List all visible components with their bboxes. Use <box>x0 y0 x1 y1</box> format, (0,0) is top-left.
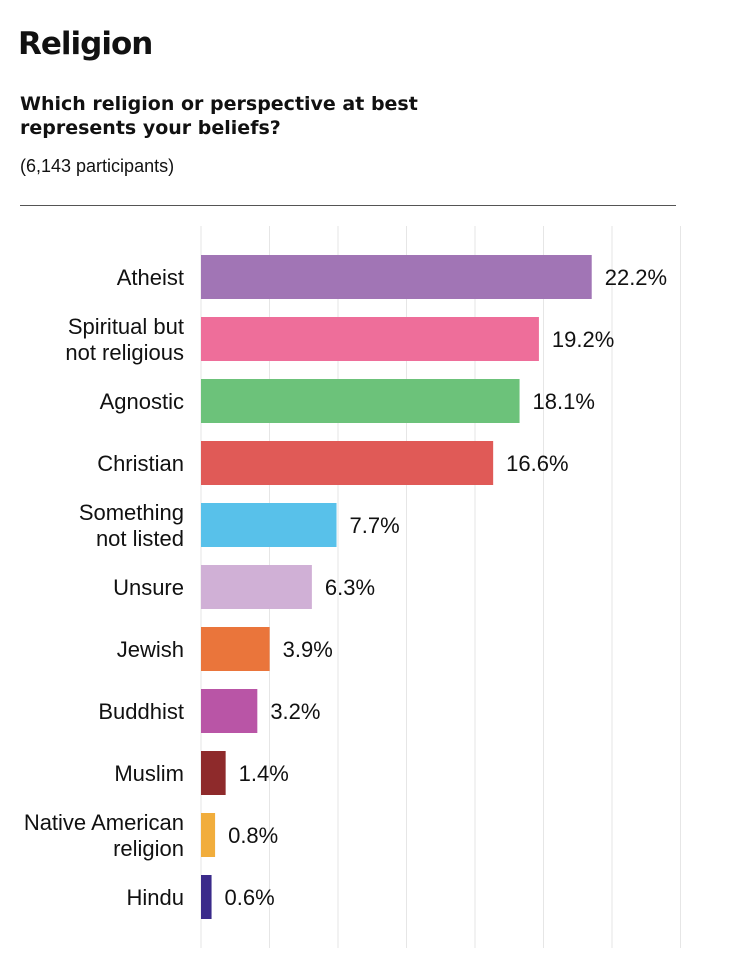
value-label: 16.6% <box>506 451 568 476</box>
bar <box>201 317 539 361</box>
category-label: Christian <box>97 451 184 476</box>
category-label: Something not listed <box>79 500 184 551</box>
category-label: Jewish <box>117 637 184 662</box>
value-label: 3.9% <box>283 637 333 662</box>
value-label: 3.2% <box>270 699 320 724</box>
bar <box>201 379 520 423</box>
participant-count: (6,143 participants) <box>20 156 175 176</box>
category-label: Spiritual but not religious <box>65 314 184 365</box>
value-label: 7.7% <box>350 513 400 538</box>
bar <box>201 689 258 733</box>
value-label: 6.3% <box>325 575 375 600</box>
category-label: Hindu <box>127 885 184 910</box>
category-label: Atheist <box>117 265 184 290</box>
value-label: 0.6% <box>225 885 275 910</box>
bar <box>201 441 494 485</box>
bar <box>201 503 337 547</box>
bar <box>201 627 270 671</box>
value-label: 1.4% <box>239 761 289 786</box>
bar <box>201 565 312 609</box>
category-label: Buddhist <box>98 699 184 724</box>
bar <box>201 875 212 919</box>
bar <box>201 813 216 857</box>
divider <box>20 205 676 206</box>
category-label: Muslim <box>114 761 184 786</box>
category-label: Native American religion <box>24 810 184 861</box>
value-label: 22.2% <box>605 265 667 290</box>
category-label: Unsure <box>113 575 184 600</box>
bar <box>201 751 226 795</box>
value-label: 19.2% <box>552 327 614 352</box>
value-label: 18.1% <box>533 389 595 414</box>
bar <box>201 255 592 299</box>
value-label: 0.8% <box>228 823 278 848</box>
chart-question: Which religion or perspective at best re… <box>20 93 418 139</box>
chart-title: Religion <box>18 26 153 62</box>
category-label: Agnostic <box>100 389 184 414</box>
